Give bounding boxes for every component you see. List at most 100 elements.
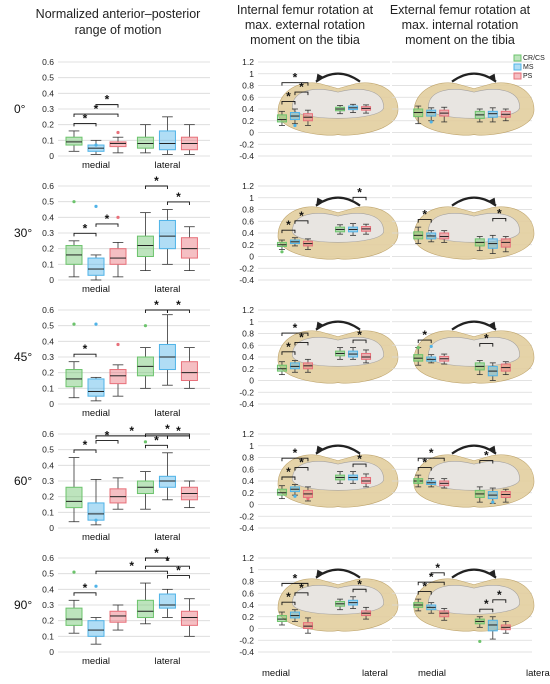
- y-tick-label: 1.2: [242, 429, 254, 439]
- outlier-point: [72, 200, 76, 204]
- panel-internal_rotation-13: -0.4-0.200.20.40.60.811.2*** *: [239, 553, 399, 657]
- y-tick-label: 0.6: [242, 340, 254, 350]
- y-tick-label: 0.2: [42, 616, 54, 626]
- box-ms: [487, 619, 498, 632]
- box-ms: [158, 130, 176, 151]
- box-ps: [109, 488, 127, 504]
- y-tick-label: 0.4: [242, 476, 254, 486]
- outlier-point: [143, 440, 148, 444]
- significance-bracket: [144, 185, 168, 189]
- significance-star: *: [484, 332, 489, 346]
- y-tick-label: -0.4: [239, 151, 254, 161]
- y-tick-label: 0.4: [42, 584, 54, 594]
- y-tick-label: -0.2: [239, 635, 254, 645]
- outlier-point: [280, 250, 284, 254]
- significance-star: *: [435, 561, 440, 575]
- y-tick-label: -0.4: [239, 275, 254, 285]
- insert-shape: [292, 461, 384, 491]
- significance-star: *: [286, 465, 291, 479]
- y-tick-label: 0.1: [42, 259, 54, 269]
- group-label-medial: medial: [82, 408, 110, 419]
- box-ms: [289, 362, 300, 370]
- significance-star: *: [286, 89, 291, 103]
- significance-star: *: [497, 588, 502, 602]
- significance-bracket: [352, 196, 367, 201]
- box-ms: [158, 593, 176, 609]
- y-tick-label: 0.5: [42, 569, 54, 579]
- significance-star: *: [299, 581, 304, 595]
- rotation-arrow: [315, 444, 361, 455]
- significance-star: *: [286, 590, 291, 604]
- rotation-arrow: [451, 568, 497, 579]
- significance-bracket: [479, 608, 494, 613]
- group-label-lateral: lateral: [155, 408, 181, 419]
- bottom-label-lateral-2: lateral: [526, 668, 550, 679]
- significance-star: *: [357, 185, 362, 199]
- col3-header-line3: moment on the tibia: [405, 33, 515, 47]
- y-tick-label: 0.8: [242, 205, 254, 215]
- row-label: 90°: [14, 598, 32, 612]
- y-tick-label: 0.4: [242, 600, 254, 610]
- group-label-medial: medial: [82, 532, 110, 543]
- outlier-point: [306, 497, 310, 501]
- significance-bracket: [281, 332, 309, 337]
- significance-star: *: [83, 111, 88, 125]
- y-tick-label: 0.2: [42, 120, 54, 130]
- col2-header-line1: Internal femur rotation at: [237, 3, 374, 17]
- y-tick-label: 0: [49, 647, 54, 657]
- box-ps: [361, 476, 372, 484]
- box-ps: [439, 232, 450, 240]
- y-tick-label: 0: [49, 151, 54, 161]
- legend-label: CR/CS: [523, 55, 545, 62]
- outlier-point: [416, 346, 420, 350]
- row-label: 45°: [14, 350, 32, 364]
- significance-star: *: [165, 554, 170, 568]
- y-tick-label: 0.3: [42, 352, 54, 362]
- significance-star: *: [286, 218, 291, 232]
- significance-bracket: [144, 433, 190, 437]
- significance-star: *: [105, 212, 110, 226]
- box-cr-cs: [276, 364, 287, 372]
- significance-bracket: [73, 113, 119, 118]
- y-tick-label: 0.3: [42, 600, 54, 610]
- box-ps: [361, 352, 372, 360]
- y-tick-label: -0.2: [239, 511, 254, 521]
- significance-bracket: [417, 339, 432, 344]
- y-tick-label: 0.2: [242, 116, 254, 126]
- group-label-lateral: lateral: [155, 284, 181, 295]
- y-tick-label: 0.1: [42, 135, 54, 145]
- col2-header-line3: moment on the tibia: [250, 33, 360, 47]
- significance-bracket: [281, 351, 296, 355]
- outlier-point: [94, 143, 98, 147]
- y-tick-label: 0.2: [242, 240, 254, 250]
- outlier-point: [94, 204, 98, 208]
- outlier-point: [429, 344, 433, 349]
- y-tick-label: 0.4: [242, 104, 254, 114]
- bottom-label-medial-2: medial: [418, 668, 446, 679]
- significance-bracket: [166, 575, 190, 579]
- significance-star: *: [83, 342, 88, 356]
- significance-bracket: [166, 309, 190, 313]
- significance-bracket: [294, 220, 309, 224]
- rotation-arrowhead: [489, 197, 496, 207]
- significance-star: *: [357, 577, 362, 591]
- rotation-arrow: [451, 72, 497, 83]
- significance-bracket: [281, 229, 296, 234]
- outlier-point: [116, 342, 120, 347]
- y-tick-label: 0.1: [42, 383, 54, 393]
- box-ms: [87, 620, 105, 637]
- rotation-arrow: [451, 196, 497, 207]
- insert-shape: [428, 585, 520, 615]
- significance-star: *: [176, 298, 181, 312]
- significance-star: *: [299, 456, 304, 470]
- panel-rom-6: 45° 0 0.1 0.2 0.3 0.4 0.5 0.6 medial lateral * * *: [14, 298, 210, 419]
- significance-star: *: [83, 581, 88, 595]
- significance-bracket: [95, 223, 119, 227]
- rotation-arrow: [315, 568, 361, 579]
- significance-bracket: [73, 592, 97, 596]
- outlier-point: [116, 130, 120, 135]
- panel-internal_rotation-7: -0.4-0.200.20.40.60.811.2****: [239, 305, 399, 409]
- significance-star: *: [299, 330, 304, 344]
- panel-external_rotation-8: * *: [392, 309, 535, 405]
